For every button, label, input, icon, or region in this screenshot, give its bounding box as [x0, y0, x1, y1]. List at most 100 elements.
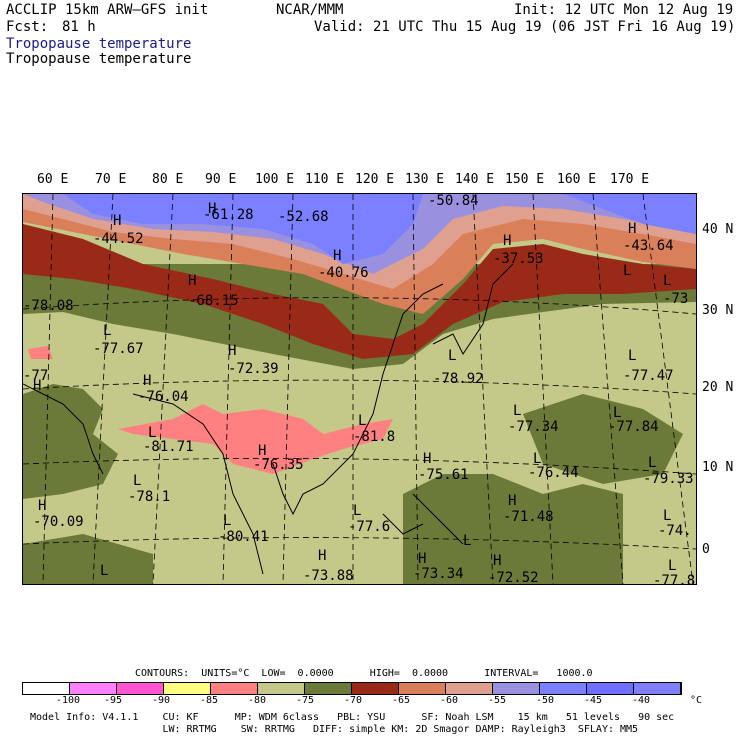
- extremum-marker: H: [38, 498, 47, 514]
- longitude-label: 120 E: [355, 172, 395, 187]
- extremum-value: -73.34: [413, 566, 464, 582]
- extremum-value: -50.84: [428, 193, 479, 209]
- extremum-value: -77.67: [93, 341, 144, 357]
- pink-cold-region: [118, 404, 393, 474]
- extremum-marker: L: [663, 508, 672, 524]
- longitude-label: 90 E: [205, 172, 237, 187]
- extremum-marker: L: [668, 558, 677, 574]
- extremum-marker: L: [648, 455, 657, 471]
- extremum-marker: L: [628, 348, 637, 364]
- extremum-value: -52.68: [278, 209, 329, 225]
- colorbar-swatch: [23, 683, 70, 694]
- extremum-marker: L: [448, 348, 457, 364]
- extremum-marker: H: [493, 553, 502, 569]
- extremum-marker: L: [223, 513, 232, 529]
- colorbar-swatch: [164, 683, 211, 694]
- colorbar-swatch: [399, 683, 446, 694]
- extremum-marker: L: [623, 263, 632, 279]
- extremum-value: -78.1: [128, 489, 171, 505]
- longitude-label: 80 E: [152, 172, 184, 187]
- map-panel: H -44.52 H -61.28 -52.68 -50.84 H -40.76 H -37.53…: [22, 193, 697, 585]
- longitude-label: 160 E: [557, 172, 597, 187]
- extremum-value: -81.8: [353, 429, 396, 445]
- extremum-marker: L: [513, 403, 522, 419]
- extremum-value: -71.48: [503, 509, 554, 525]
- blue-core-west: [63, 194, 423, 264]
- extremum-value: -77.47: [623, 368, 674, 384]
- pink-cold-spot: [28, 346, 53, 359]
- latitude-label: 30 N: [702, 303, 734, 318]
- extremum-value: -76.44: [528, 465, 579, 481]
- field-title: Tropopause temperature: [6, 36, 192, 52]
- latitude-label: 40 N: [702, 222, 734, 237]
- dark-red-band: [23, 224, 696, 359]
- extremum-value: -80.41: [218, 529, 269, 545]
- init-time: Init: 12 UTC Mon 12 Aug 19: [514, 2, 734, 18]
- extremum-marker: H: [113, 213, 122, 229]
- colorbar-tick: -45: [584, 695, 603, 706]
- extremum-value: -78.08: [23, 298, 74, 314]
- field-subtitle: Tropopause temperature: [6, 51, 192, 67]
- extremum-marker: H: [508, 493, 517, 509]
- model-info-line1: Model Info: V4.1.1 CU: KF MP: WDM 6class…: [30, 712, 675, 723]
- extremum-value: -40.76: [318, 265, 369, 281]
- colorbar-tick: -90: [152, 695, 171, 706]
- olive-patch-south: [23, 534, 153, 584]
- olive-patch-southeast: [403, 474, 623, 584]
- extremum-value: -61.28: [203, 207, 254, 223]
- lat-lon-grid: [23, 194, 696, 584]
- colorbar-swatch: [70, 683, 117, 694]
- extremum-value: -72.39: [228, 361, 279, 377]
- longitude-label: 150 E: [505, 172, 545, 187]
- colorbar-tick: -85: [200, 695, 219, 706]
- latitude-label: 10 N: [702, 460, 734, 475]
- colorbar-swatch: [117, 683, 164, 694]
- colorbar-swatch: [587, 683, 634, 694]
- map-field: [23, 194, 696, 584]
- extremum-value: -79.33: [643, 471, 694, 487]
- colorbar-tick: -80: [248, 695, 267, 706]
- extremum-marker: H: [258, 443, 267, 459]
- extremum-value: -77.8: [653, 573, 696, 585]
- longitude-label: 110 E: [305, 172, 345, 187]
- longitude-label: 100 E: [255, 172, 295, 187]
- extremum-marker: L: [533, 451, 542, 467]
- valid-time: Valid: 21 UTC Thu 15 Aug 19 (06 JST Fri …: [314, 19, 736, 35]
- extremum-value: -68.15: [188, 293, 239, 309]
- extremum-marker: H: [628, 221, 637, 237]
- contours-info: CONTOURS: UNITS=°C LOW= 0.0000 HIGH= 0.0…: [135, 668, 593, 679]
- extremum-value: -77.34: [508, 419, 559, 435]
- extremum-marker: L: [353, 503, 362, 519]
- extremum-marker: H: [503, 233, 512, 249]
- extremum-marker: H: [423, 451, 432, 467]
- extremum-marker: L: [103, 323, 112, 339]
- extremum-marker: H: [228, 343, 237, 359]
- colorbar-tick: -100: [56, 695, 81, 706]
- extremum-value: -43.64: [623, 238, 674, 254]
- model-title: ACCLIP 15km ARW–GFS init: [6, 2, 209, 18]
- extremum-value: -81.71: [143, 439, 194, 455]
- extremum-marker: H: [318, 548, 327, 564]
- extremum-value: -73.88: [303, 568, 354, 584]
- extremum-value: -75.61: [418, 467, 469, 483]
- longitude-label: 170 E: [610, 172, 650, 187]
- longitude-label: 140 E: [455, 172, 495, 187]
- extremum-marker: H: [188, 273, 197, 289]
- colorbar-swatch: [211, 683, 258, 694]
- colorbar-swatch: [446, 683, 493, 694]
- extremum-marker: H: [333, 248, 342, 264]
- latitude-label: 20 N: [702, 380, 734, 395]
- longitude-label: 60 E: [37, 172, 69, 187]
- olive-patch-southwest: [23, 384, 118, 499]
- colorbar-tick: -55: [488, 695, 507, 706]
- fcst-label: Fcst:: [6, 19, 49, 35]
- extremum-value: -77.84: [608, 419, 659, 435]
- fcst-value: 81 h: [62, 19, 96, 35]
- extremum-marker: H: [143, 373, 152, 389]
- colorbar-swatch: [305, 683, 352, 694]
- colorbar-swatch: [258, 683, 305, 694]
- longitude-label: 70 E: [95, 172, 127, 187]
- colorbar-tick: -70: [344, 695, 363, 706]
- colorbar-swatch: [493, 683, 540, 694]
- extremum-value: -74.: [658, 523, 692, 539]
